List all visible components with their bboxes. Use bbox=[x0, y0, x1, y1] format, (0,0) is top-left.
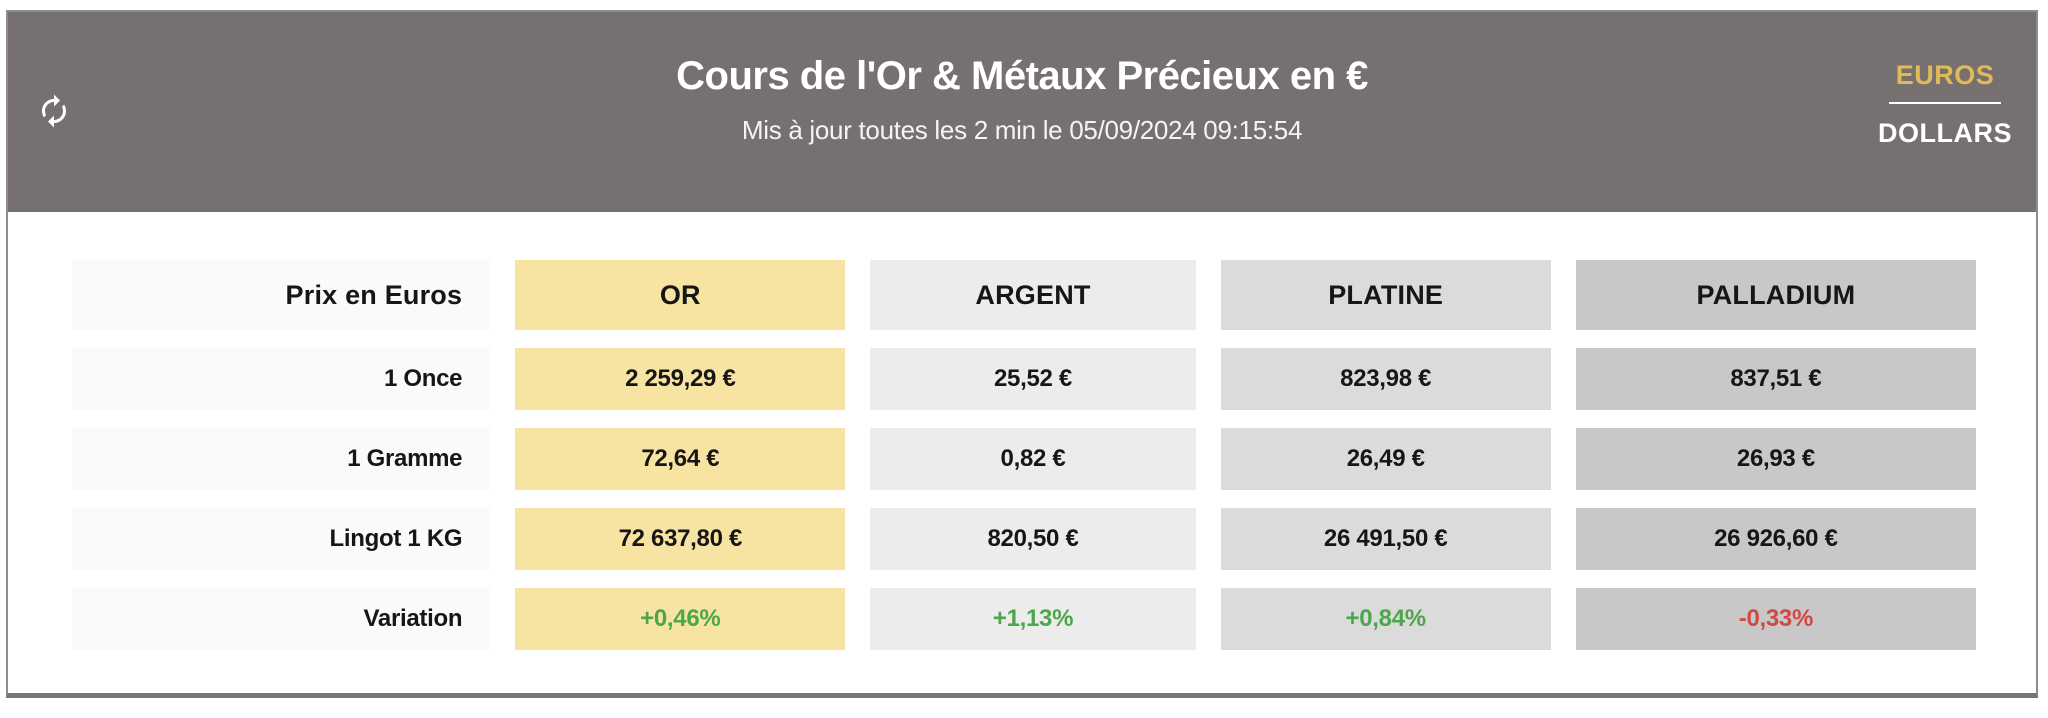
column-header-platine: PLATINE bbox=[1220, 260, 1551, 330]
variation-or: +0,46% bbox=[515, 588, 846, 650]
value-gramme-argent: 0,82 € bbox=[870, 428, 1196, 490]
prices-table-wrapper: Prix en Euros OR ARGENT PLATINE PALLADIU… bbox=[8, 212, 2036, 650]
value-once-palladium: 837,51 € bbox=[1575, 348, 1976, 410]
prices-table: Prix en Euros OR ARGENT PLATINE PALLADIU… bbox=[72, 260, 1976, 650]
value-once-or: 2 259,29 € bbox=[515, 348, 846, 410]
variation-argent: +1,13% bbox=[870, 588, 1196, 650]
header-titles: Cours de l'Or & Métaux Précieux en € Mis… bbox=[8, 12, 2036, 146]
variation-palladium: -0,33% bbox=[1575, 588, 1976, 650]
widget-header: Cours de l'Or & Métaux Précieux en € Mis… bbox=[8, 12, 2036, 212]
value-lingot-or: 72 637,80 € bbox=[515, 508, 846, 570]
value-lingot-argent: 820,50 € bbox=[870, 508, 1196, 570]
prices-widget-card: Cours de l'Or & Métaux Précieux en € Mis… bbox=[6, 10, 2038, 698]
currency-option-euros[interactable]: EUROS bbox=[1895, 60, 1995, 90]
row-label-lingot: Lingot 1 KG bbox=[72, 508, 491, 570]
row-label-gramme: 1 Gramme bbox=[72, 428, 491, 490]
column-header-argent: ARGENT bbox=[870, 260, 1196, 330]
value-once-argent: 25,52 € bbox=[870, 348, 1196, 410]
value-gramme-palladium: 26,93 € bbox=[1575, 428, 1976, 490]
value-lingot-platine: 26 491,50 € bbox=[1220, 508, 1551, 570]
value-once-platine: 823,98 € bbox=[1220, 348, 1551, 410]
currency-divider bbox=[1889, 102, 2001, 104]
column-header-or: OR bbox=[515, 260, 846, 330]
currency-option-dollars[interactable]: DOLLARS bbox=[1878, 118, 2012, 148]
value-gramme-platine: 26,49 € bbox=[1220, 428, 1551, 490]
page-title: Cours de l'Or & Métaux Précieux en € bbox=[676, 54, 1368, 98]
value-gramme-or: 72,64 € bbox=[515, 428, 846, 490]
refresh-icon bbox=[42, 94, 66, 127]
row-label-once: 1 Once bbox=[72, 348, 491, 410]
row-label-variation: Variation bbox=[72, 588, 491, 650]
update-status: Mis à jour toutes les 2 min le 05/09/202… bbox=[741, 115, 1303, 145]
table-corner-header: Prix en Euros bbox=[72, 260, 491, 330]
currency-switch: EUROS DOLLARS bbox=[1870, 58, 2020, 150]
value-lingot-palladium: 26 926,60 € bbox=[1575, 508, 1976, 570]
variation-platine: +0,84% bbox=[1220, 588, 1551, 650]
column-header-palladium: PALLADIUM bbox=[1575, 260, 1976, 330]
refresh-button[interactable] bbox=[34, 92, 74, 132]
